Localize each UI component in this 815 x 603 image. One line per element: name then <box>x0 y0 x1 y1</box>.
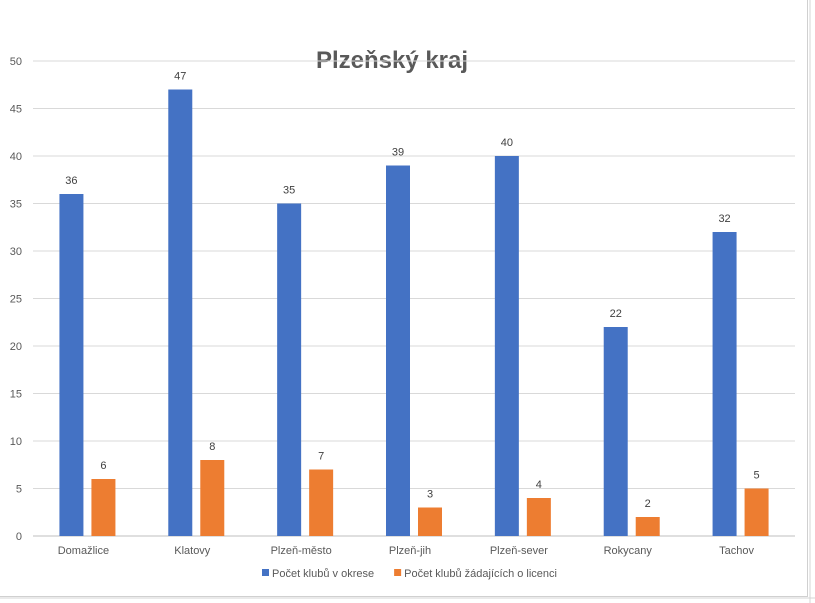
legend-item-0[interactable]: Počet klubů v okrese <box>262 568 374 580</box>
bar-zadajicich-6[interactable] <box>744 488 769 537</box>
x-tick-label: Domažlice <box>58 545 109 557</box>
y-tick-label: 50 <box>10 56 22 68</box>
bar-zadajicich-4[interactable] <box>526 498 551 536</box>
data-label: 3 <box>427 489 433 501</box>
x-tick-label: Plzeň-sever <box>490 545 548 557</box>
data-label: 8 <box>209 441 215 453</box>
y-tick-label: 35 <box>10 199 22 211</box>
data-label: 40 <box>501 137 513 149</box>
y-tick-label: 5 <box>16 484 22 496</box>
y-tick-label: 25 <box>10 294 22 306</box>
y-tick-label: 30 <box>10 246 22 258</box>
y-tick-label: 45 <box>10 104 22 116</box>
data-label: 5 <box>754 470 760 482</box>
gridlines <box>33 60 795 537</box>
x-tick-label: Plzeň-město <box>271 545 332 557</box>
y-tick-label: 20 <box>10 341 22 353</box>
bar-zadajicich-3[interactable] <box>418 507 442 537</box>
bar-pocet-klubu-2[interactable] <box>277 203 302 537</box>
legend[interactable]: Počet klubů v okrese Počet klubů žádající… <box>262 568 557 580</box>
data-label: 7 <box>318 451 324 463</box>
y-axis-ticks: 0 5 10 15 20 25 30 35 40 45 50 <box>10 56 22 543</box>
y-tick-label: 15 <box>10 389 22 401</box>
bar-pocet-klubu-5[interactable] <box>603 327 628 536</box>
data-label: 6 <box>100 460 106 472</box>
x-tick-label: Klatovy <box>174 545 211 557</box>
bar-zadajicich-5[interactable] <box>635 517 660 536</box>
bar-zadajicich-1[interactable] <box>200 460 225 536</box>
data-label: 32 <box>718 213 730 225</box>
legend-label: Počet klubů v okrese <box>272 568 374 580</box>
data-label: 36 <box>65 175 77 187</box>
bar-zadajicich-2[interactable] <box>309 469 334 537</box>
data-label: 22 <box>610 308 622 320</box>
legend-item-1[interactable]: Počet klubů žádajících o licenci <box>394 568 557 580</box>
data-label: 39 <box>392 147 404 159</box>
y-tick-label: 40 <box>10 151 22 163</box>
data-label: 35 <box>283 185 295 197</box>
x-axis-ticks: Domažlice Klatovy Plzeň-město Plzeň-jih Plze… <box>58 545 755 557</box>
x-tick-label: Tachov <box>719 545 754 557</box>
bars <box>59 89 769 537</box>
x-tick-label: Rokycany <box>604 545 653 557</box>
bar-pocet-klubu-1[interactable] <box>168 89 193 537</box>
x-tick-label: Plzeň-jih <box>389 545 431 557</box>
legend-swatch <box>262 569 269 576</box>
data-label: 47 <box>174 71 186 83</box>
bar-pocet-klubu-0[interactable] <box>59 194 84 536</box>
y-tick-label: 0 <box>16 531 22 543</box>
bar-pocet-klubu-3[interactable] <box>386 165 410 537</box>
data-label: 4 <box>536 479 542 491</box>
bar-pocet-klubu-4[interactable] <box>494 156 519 536</box>
bar-zadajicich-0[interactable] <box>91 479 116 536</box>
legend-swatch <box>394 569 402 576</box>
y-tick-label: 10 <box>10 436 22 448</box>
legend-label: Počet klubů žádajících o licenci <box>404 568 557 580</box>
bar-pocet-klubu-6[interactable] <box>712 232 737 536</box>
data-label: 2 <box>645 498 651 510</box>
